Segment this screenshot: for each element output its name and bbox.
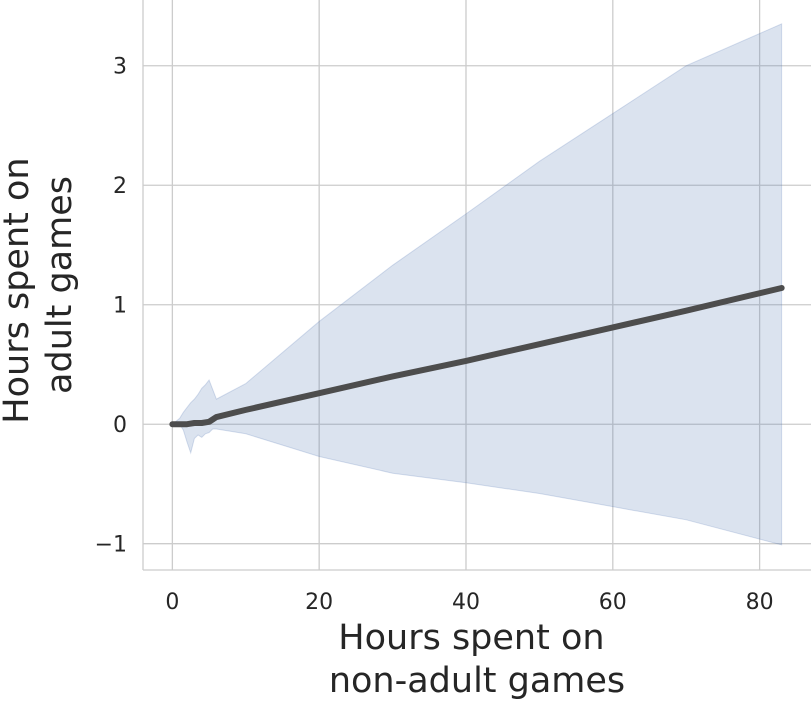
x-tick-labels: 0 20 40 60 80 <box>165 590 773 615</box>
x-axis-label: Hours spent on non-adult games <box>329 618 625 701</box>
y-axis-label-line-1: Hours spent on <box>0 157 37 423</box>
x-tick-label-3: 60 <box>599 590 627 615</box>
series-layer <box>169 284 785 428</box>
axes-frame <box>142 0 811 571</box>
x-tick-label-1: 20 <box>305 590 333 615</box>
y-axis-label: Hours spent on adult games <box>0 146 80 423</box>
x-tick-label-4: 80 <box>746 590 774 615</box>
confidence-band-layer <box>170 23 783 546</box>
x-tick-label-2: 40 <box>452 590 480 615</box>
x-axis-label-line-2: non-adult games <box>329 661 625 701</box>
series-line-0 <box>169 284 785 428</box>
x-tick-label-0: 0 <box>165 590 179 615</box>
y-tick-label-1: 0 <box>113 413 127 438</box>
grid <box>143 0 811 570</box>
y-tick-label-4: 3 <box>113 55 127 80</box>
y-tick-label-3: 2 <box>113 174 127 199</box>
y-axis-label-line-2: adult games <box>40 176 80 394</box>
y-tick-label-2: 1 <box>113 294 127 319</box>
confidence-band <box>170 23 783 546</box>
y-tick-label-0: −1 <box>95 533 127 558</box>
x-axis-label-line-1: Hours spent on <box>338 618 604 658</box>
y-tick-labels: −1 0 1 2 3 <box>95 55 127 558</box>
